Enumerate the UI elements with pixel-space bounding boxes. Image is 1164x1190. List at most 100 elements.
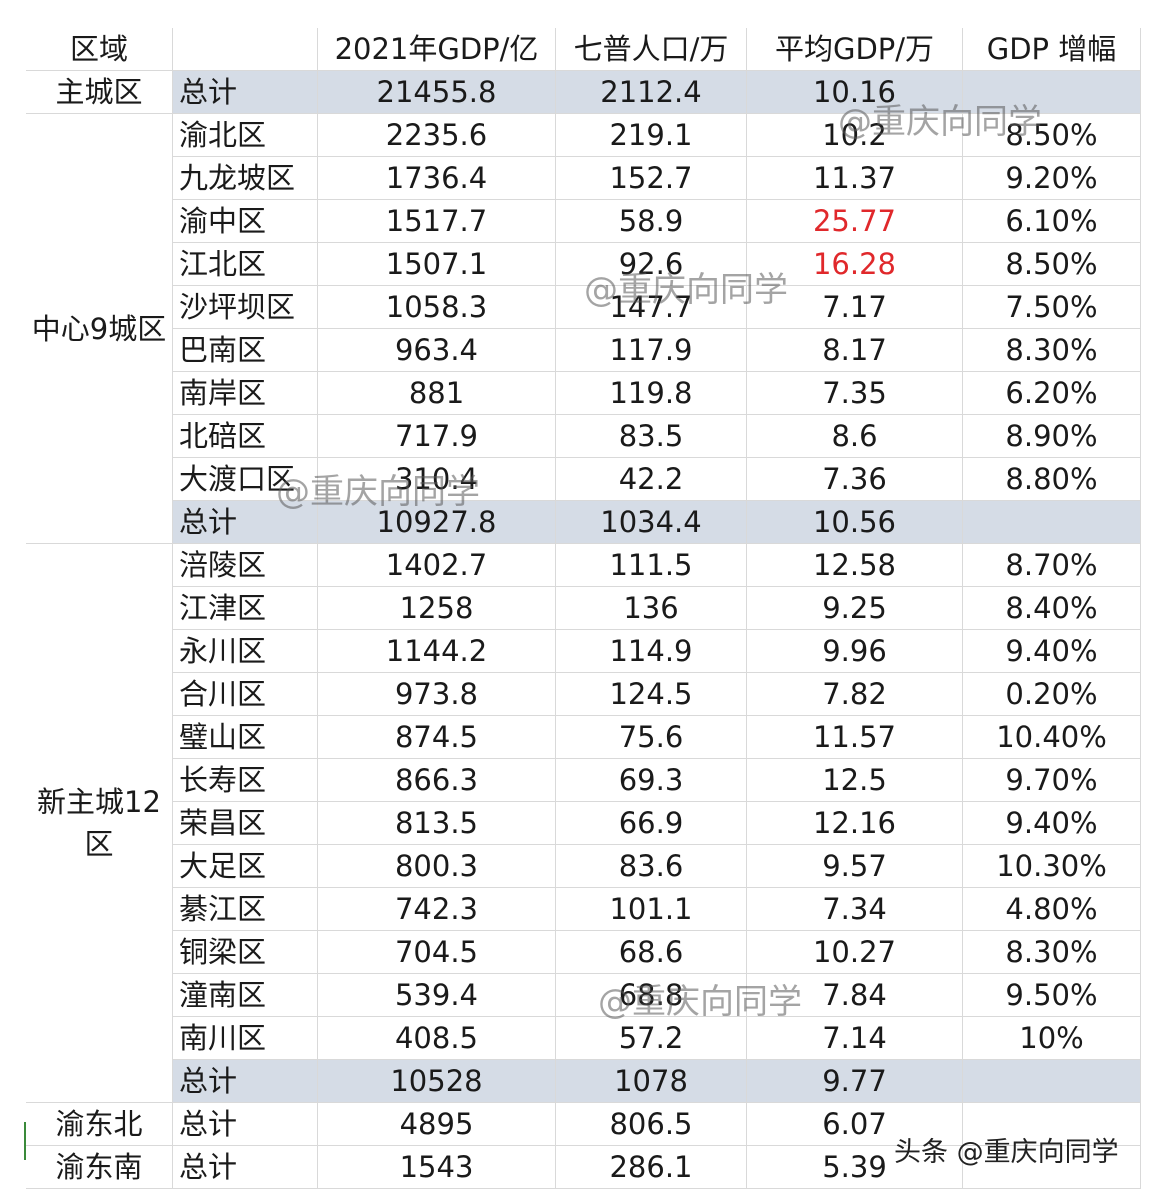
population-cell[interactable]: 42.2 bbox=[555, 457, 747, 501]
gdp-cell[interactable]: 704.5 bbox=[317, 930, 556, 974]
gdp-cell[interactable]: 800.3 bbox=[317, 844, 556, 888]
header-cell[interactable]: 平均GDP/万 bbox=[746, 28, 963, 71]
growth-cell[interactable] bbox=[962, 1059, 1141, 1103]
population-cell[interactable]: 58.9 bbox=[555, 199, 747, 243]
avg-gdp-cell[interactable]: 7.82 bbox=[746, 672, 963, 716]
growth-cell[interactable]: 8.30% bbox=[962, 328, 1141, 372]
gdp-cell[interactable]: 310.4 bbox=[317, 457, 556, 501]
avg-gdp-cell[interactable]: 7.17 bbox=[746, 285, 963, 329]
growth-cell[interactable]: 10% bbox=[962, 1016, 1141, 1060]
avg-gdp-cell[interactable]: 12.58 bbox=[746, 543, 963, 587]
gdp-cell[interactable]: 1258 bbox=[317, 586, 556, 630]
population-cell[interactable]: 2112.4 bbox=[555, 70, 747, 114]
growth-cell[interactable]: 9.40% bbox=[962, 801, 1141, 845]
growth-cell[interactable] bbox=[962, 1102, 1141, 1146]
district-name-cell[interactable]: 江津区 bbox=[172, 586, 318, 630]
gdp-cell[interactable]: 4895 bbox=[317, 1102, 556, 1146]
gdp-cell[interactable]: 963.4 bbox=[317, 328, 556, 372]
header-cell[interactable]: GDP 增幅 bbox=[962, 28, 1141, 71]
district-name-cell[interactable]: 长寿区 bbox=[172, 758, 318, 802]
growth-cell[interactable]: 8.80% bbox=[962, 457, 1141, 501]
header-cell[interactable]: 区域 bbox=[26, 28, 173, 71]
district-name-cell[interactable]: 巴南区 bbox=[172, 328, 318, 372]
district-name-cell[interactable]: 大渡口区 bbox=[172, 457, 318, 501]
region-cell[interactable]: 渝东北 bbox=[26, 1102, 173, 1146]
growth-cell[interactable]: 9.40% bbox=[962, 629, 1141, 673]
avg-gdp-cell[interactable]: 9.25 bbox=[746, 586, 963, 630]
district-name-cell[interactable]: 潼南区 bbox=[172, 973, 318, 1017]
growth-cell[interactable]: 9.20% bbox=[962, 156, 1141, 200]
growth-cell[interactable]: 8.50% bbox=[962, 113, 1141, 157]
avg-gdp-cell[interactable]: 11.57 bbox=[746, 715, 963, 759]
gdp-cell[interactable]: 717.9 bbox=[317, 414, 556, 458]
population-cell[interactable]: 806.5 bbox=[555, 1102, 747, 1146]
district-name-cell[interactable]: 铜梁区 bbox=[172, 930, 318, 974]
growth-cell[interactable]: 8.30% bbox=[962, 930, 1141, 974]
district-name-cell[interactable]: 九龙坡区 bbox=[172, 156, 318, 200]
gdp-cell[interactable]: 2235.6 bbox=[317, 113, 556, 157]
district-name-cell[interactable]: 涪陵区 bbox=[172, 543, 318, 587]
region-cell[interactable]: 渝东南 bbox=[26, 1145, 173, 1189]
total-label-cell[interactable]: 总计 bbox=[172, 1102, 318, 1146]
gdp-cell[interactable]: 742.3 bbox=[317, 887, 556, 931]
growth-cell[interactable]: 8.70% bbox=[962, 543, 1141, 587]
gdp-cell[interactable]: 408.5 bbox=[317, 1016, 556, 1060]
population-cell[interactable]: 1034.4 bbox=[555, 500, 747, 544]
gdp-cell[interactable]: 874.5 bbox=[317, 715, 556, 759]
growth-cell[interactable] bbox=[962, 500, 1141, 544]
region-cell[interactable]: 中心9城区 bbox=[26, 113, 173, 544]
population-cell[interactable]: 75.6 bbox=[555, 715, 747, 759]
gdp-cell[interactable]: 1517.7 bbox=[317, 199, 556, 243]
population-cell[interactable]: 152.7 bbox=[555, 156, 747, 200]
district-name-cell[interactable]: 合川区 bbox=[172, 672, 318, 716]
avg-gdp-cell[interactable]: 12.16 bbox=[746, 801, 963, 845]
gdp-cell[interactable]: 1144.2 bbox=[317, 629, 556, 673]
growth-cell[interactable] bbox=[962, 1145, 1141, 1189]
district-name-cell[interactable]: 荣昌区 bbox=[172, 801, 318, 845]
population-cell[interactable]: 136 bbox=[555, 586, 747, 630]
avg-gdp-cell[interactable]: 7.34 bbox=[746, 887, 963, 931]
district-name-cell[interactable]: 璧山区 bbox=[172, 715, 318, 759]
district-name-cell[interactable]: 渝北区 bbox=[172, 113, 318, 157]
avg-gdp-cell[interactable]: 10.2 bbox=[746, 113, 963, 157]
gdp-cell[interactable]: 1543 bbox=[317, 1145, 556, 1189]
growth-cell[interactable]: 4.80% bbox=[962, 887, 1141, 931]
population-cell[interactable]: 147.7 bbox=[555, 285, 747, 329]
gdp-cell[interactable]: 1736.4 bbox=[317, 156, 556, 200]
gdp-cell[interactable]: 881 bbox=[317, 371, 556, 415]
avg-gdp-cell[interactable]: 9.77 bbox=[746, 1059, 963, 1103]
avg-gdp-cell[interactable]: 10.27 bbox=[746, 930, 963, 974]
growth-cell[interactable]: 8.90% bbox=[962, 414, 1141, 458]
population-cell[interactable]: 83.6 bbox=[555, 844, 747, 888]
growth-cell[interactable]: 9.70% bbox=[962, 758, 1141, 802]
population-cell[interactable]: 117.9 bbox=[555, 328, 747, 372]
gdp-cell[interactable]: 866.3 bbox=[317, 758, 556, 802]
population-cell[interactable]: 111.5 bbox=[555, 543, 747, 587]
growth-cell[interactable] bbox=[962, 70, 1141, 114]
population-cell[interactable]: 69.3 bbox=[555, 758, 747, 802]
growth-cell[interactable]: 0.20% bbox=[962, 672, 1141, 716]
growth-cell[interactable]: 10.30% bbox=[962, 844, 1141, 888]
avg-gdp-cell[interactable]: 12.5 bbox=[746, 758, 963, 802]
growth-cell[interactable]: 10.40% bbox=[962, 715, 1141, 759]
total-label-cell[interactable]: 总计 bbox=[172, 1145, 318, 1189]
population-cell[interactable]: 68.6 bbox=[555, 930, 747, 974]
population-cell[interactable]: 119.8 bbox=[555, 371, 747, 415]
district-name-cell[interactable]: 南岸区 bbox=[172, 371, 318, 415]
header-cell[interactable] bbox=[172, 28, 318, 71]
gdp-cell[interactable]: 539.4 bbox=[317, 973, 556, 1017]
population-cell[interactable]: 124.5 bbox=[555, 672, 747, 716]
gdp-cell[interactable]: 10927.8 bbox=[317, 500, 556, 544]
growth-cell[interactable]: 6.20% bbox=[962, 371, 1141, 415]
avg-gdp-cell[interactable]: 7.35 bbox=[746, 371, 963, 415]
population-cell[interactable]: 57.2 bbox=[555, 1016, 747, 1060]
gdp-cell[interactable]: 21455.8 bbox=[317, 70, 556, 114]
population-cell[interactable]: 101.1 bbox=[555, 887, 747, 931]
avg-gdp-cell[interactable]: 5.39 bbox=[746, 1145, 963, 1189]
population-cell[interactable]: 286.1 bbox=[555, 1145, 747, 1189]
avg-gdp-cell[interactable]: 16.28 bbox=[746, 242, 963, 286]
avg-gdp-cell[interactable]: 25.77 bbox=[746, 199, 963, 243]
gdp-cell[interactable]: 1402.7 bbox=[317, 543, 556, 587]
avg-gdp-cell[interactable]: 10.56 bbox=[746, 500, 963, 544]
gdp-cell[interactable]: 973.8 bbox=[317, 672, 556, 716]
